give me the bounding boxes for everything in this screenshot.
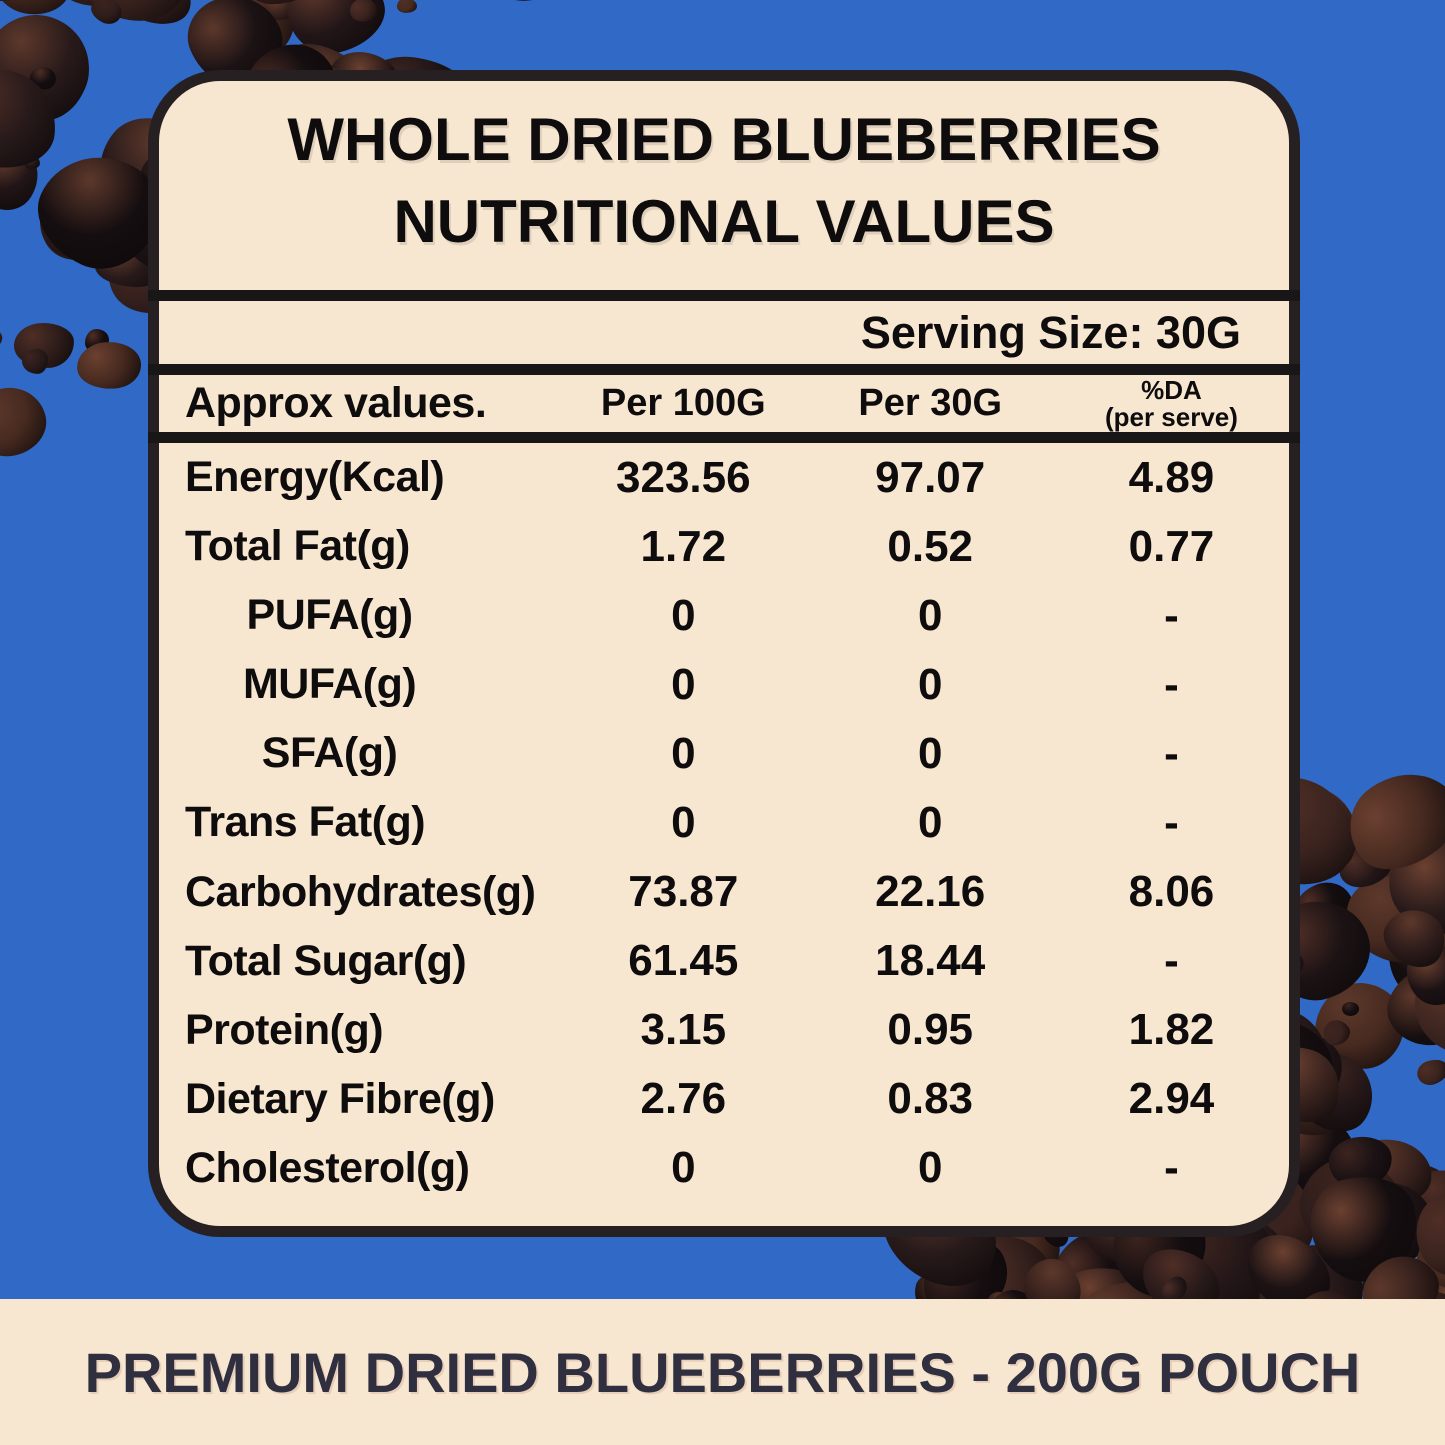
row-da: - (1164, 936, 1179, 986)
row-per100: 61.45 (628, 936, 739, 986)
row-da: 0.77 (1128, 521, 1215, 571)
row-per100: 1.72 (640, 521, 727, 571)
row-label: Dietary Fibre(g) (185, 1074, 495, 1123)
row-da: - (1164, 590, 1179, 640)
row-label: Cholesterol(g) (185, 1143, 470, 1192)
nutrition-panel: WHOLE DRIED BLUEBERRIES NUTRITIONAL VALU… (148, 70, 1300, 1237)
dried-blueberry (396, 0, 419, 15)
table-row: Total Fat(g) 1.72 0.52 0.77 (159, 512, 1289, 581)
table-row: Protein(g) 3.15 0.95 1.82 (159, 996, 1289, 1065)
panel-title-line2: NUTRITIONAL VALUES (393, 188, 1055, 255)
dried-blueberry (1413, 1054, 1445, 1089)
divider-middle (148, 364, 1300, 375)
dried-blueberry (21, 348, 49, 376)
row-label: Trans Fat(g) (185, 798, 426, 847)
row-label: PUFA(g) (246, 591, 414, 640)
footer-product-title: PREMIUM DRIED BLUEBERRIES - 200G POUCH (84, 1340, 1361, 1404)
row-per30: 0.52 (887, 521, 974, 571)
row-per30: 18.44 (875, 936, 986, 986)
row-per30: 0 (917, 590, 943, 640)
col-header-per-30g: Per 30G (858, 382, 1003, 424)
table-row: Dietary Fibre(g) 2.76 0.83 2.94 (159, 1065, 1289, 1134)
serving-size-text: Serving Size: 30G (860, 306, 1241, 358)
row-per100: 323.56 (616, 452, 751, 502)
col-header-per-100g: Per 100G (600, 382, 766, 424)
row-da: - (1164, 1143, 1179, 1193)
row-label: Total Fat(g) (185, 522, 410, 571)
serving-size-row: Serving Size: 30G (159, 301, 1289, 364)
row-label: Protein(g) (185, 1005, 384, 1054)
table-row: Total Sugar(g) 61.45 18.44 - (159, 927, 1289, 996)
row-per30: 0 (917, 728, 943, 778)
row-label: Energy(Kcal) (185, 453, 445, 502)
row-per30: 22.16 (875, 867, 986, 917)
row-da: - (1164, 659, 1179, 709)
row-per100: 0 (671, 590, 696, 640)
footer-banner: PREMIUM DRIED BLUEBERRIES - 200G POUCH (0, 1299, 1445, 1445)
table-row: Trans Fat(g) 0 0 - (159, 788, 1289, 857)
row-da: 4.89 (1128, 452, 1215, 502)
row-da: - (1164, 797, 1179, 847)
row-per100: 73.87 (628, 867, 739, 917)
table-row: PUFA(g) 0 0 - (159, 581, 1289, 650)
divider-top (148, 290, 1300, 301)
nutrition-table-body: Energy(Kcal) 323.56 97.07 4.89 Total Fat(g) 1… (159, 443, 1289, 1203)
table-row: SFA(g) 0 0 - (159, 719, 1289, 788)
row-label: Total Sugar(g) (185, 936, 467, 985)
col-header-approx-values: Approx values. (185, 379, 487, 427)
panel-title-line1: WHOLE DRIED BLUEBERRIES (287, 106, 1161, 173)
row-per30: 0.95 (887, 1005, 974, 1055)
row-per100: 0 (671, 797, 696, 847)
col-header-percent-da-line1: %DA (1141, 374, 1202, 405)
table-header-row: Approx values. Per 100G Per 30G %DA (per… (159, 375, 1289, 432)
row-label: MUFA(g) (242, 660, 417, 709)
row-per30: 0 (917, 659, 943, 709)
dried-blueberry (468, 0, 592, 6)
row-per30: 0.83 (887, 1074, 974, 1124)
row-per100: 0 (671, 1143, 696, 1193)
row-per100: 2.76 (640, 1074, 727, 1124)
row-da: - (1164, 728, 1179, 778)
row-label: SFA(g) (261, 729, 398, 778)
dried-blueberry (0, 325, 5, 353)
row-da: 2.94 (1128, 1074, 1215, 1124)
col-header-percent-da: %DA (per serve) (1054, 374, 1289, 432)
row-label: Carbohydrates(g) (185, 867, 536, 916)
dried-blueberry (0, 380, 53, 464)
col-header-percent-da-line2: (per serve) (1104, 401, 1238, 432)
table-row: Carbohydrates(g) 73.87 22.16 8.06 (159, 858, 1289, 927)
row-per30: 0 (917, 797, 943, 847)
row-per100: 0 (671, 659, 696, 709)
row-per30: 0 (917, 1143, 943, 1193)
divider-bottom (148, 432, 1300, 443)
table-row: Energy(Kcal) 323.56 97.07 4.89 (159, 443, 1289, 512)
row-da: 8.06 (1128, 867, 1215, 917)
table-row: MUFA(g) 0 0 - (159, 650, 1289, 719)
panel-title: WHOLE DRIED BLUEBERRIES NUTRITIONAL VALU… (159, 99, 1289, 263)
row-da: 1.82 (1128, 1005, 1215, 1055)
row-per100: 0 (671, 728, 696, 778)
row-per30: 97.07 (875, 452, 986, 502)
table-row: Cholesterol(g) 0 0 - (159, 1134, 1289, 1203)
row-per100: 3.15 (640, 1005, 727, 1055)
